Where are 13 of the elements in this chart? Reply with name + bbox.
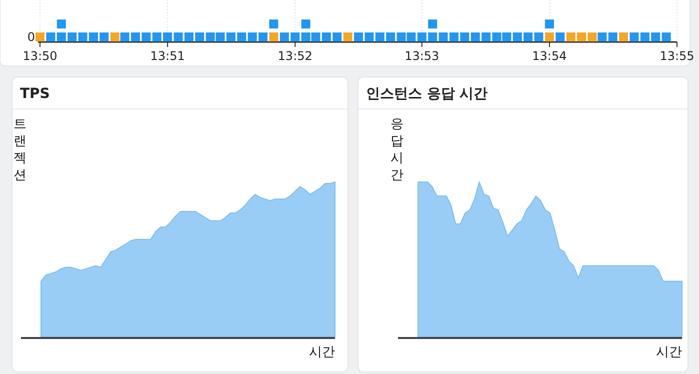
x-tick-label: 13:55 [660,49,694,63]
x-tick-label: 13:54 [532,49,567,63]
x-axis-title: 시간 [656,345,682,360]
chart-title: 인스턴스 응답 시간 [366,86,488,102]
x-tick-label: 13:52 [278,49,312,63]
x-tick-label: 13:53 [404,49,440,63]
x-tick-label: 13:50 [22,49,58,63]
text: 0 [27,30,35,44]
chart-title: TPS [20,86,50,102]
x-tick-label: 13:51 [150,49,185,63]
x-axis-title: 시간 [309,345,335,360]
y-axis-title: 응답시간 [390,117,404,183]
y-axis-title: 트랜젝션 [14,117,26,183]
